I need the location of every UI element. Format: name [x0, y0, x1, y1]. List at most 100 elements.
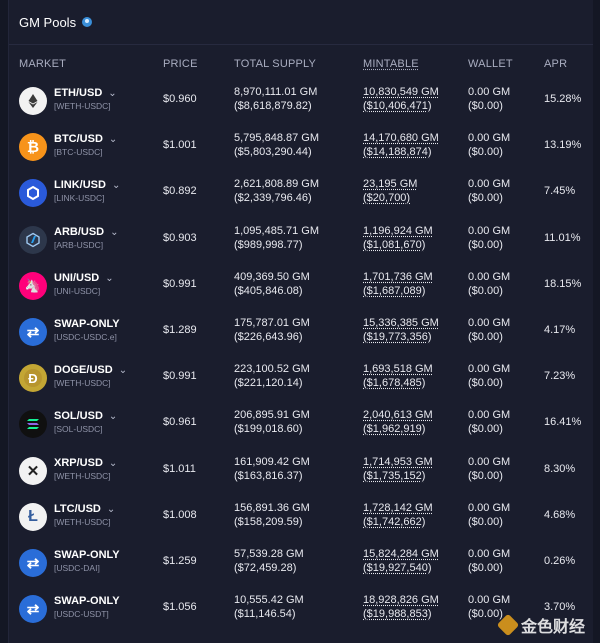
market-name[interactable]: LINK/USD ⌄: [54, 179, 121, 192]
mintable-gm[interactable]: 15,824,284 GM: [363, 548, 439, 560]
table-row[interactable]: ⇄ SWAP-ONLY [USDC-DAI] $1.259 57,539.28 …: [9, 541, 593, 587]
watermark-text: 金色财经: [520, 619, 585, 636]
market-pair: [SOL-USDC]: [54, 424, 103, 435]
table-row[interactable]: Ð DOGE/USD ⌄ [WETH-USDC] $0.991 223,100.5…: [9, 356, 593, 402]
total-supply-usd: ($199,018.60): [234, 423, 303, 436]
mintable-usd[interactable]: ($1,735,152): [363, 469, 426, 482]
market-name[interactable]: DOGE/USD ⌄: [54, 364, 128, 377]
total-supply-gm: 2,621,808.89 GM: [234, 178, 320, 191]
sol-icon: [19, 410, 47, 439]
wallet-gm: 0.00 GM: [468, 594, 511, 607]
mintable-gm[interactable]: 2,040,613 GM: [363, 409, 433, 422]
mintable-gm[interactable]: 1,196,924 GM: [363, 224, 433, 237]
market-pair: [WETH-USDC]: [54, 516, 111, 527]
wallet-gm: 0.00 GM: [468, 409, 511, 422]
total-supply-usd: ($11,146.54): [234, 608, 296, 621]
total-supply-gm: 156,891.36 GM: [234, 501, 310, 514]
mintable-gm[interactable]: 1,714,953 GM: [363, 455, 433, 468]
chevron-down-icon[interactable]: ⌄: [108, 134, 118, 146]
chevron-down-icon[interactable]: ⌄: [106, 503, 116, 515]
market-name[interactable]: XRP/USD ⌄: [54, 456, 118, 469]
chevron-down-icon[interactable]: ⌄: [105, 272, 114, 284]
apr-value: 0.26%: [544, 555, 576, 567]
total-supply-usd: ($72,459.28): [234, 562, 297, 574]
mintable-gm[interactable]: 14,170,680 GM: [363, 132, 439, 145]
market-pair: [ARB-USDC]: [54, 239, 104, 250]
price-value: $1.011: [163, 462, 196, 475]
wallet-gm: 0.00 GM: [468, 363, 511, 376]
mintable-usd[interactable]: ($19,988,853): [363, 608, 432, 621]
market-name[interactable]: UNI/USD ⌄: [54, 271, 114, 284]
wallet-usd: ($0.00): [468, 423, 503, 436]
chevron-down-icon[interactable]: ⌄: [110, 226, 119, 238]
info-icon[interactable]: [82, 17, 93, 27]
swap-icon: ⇄: [19, 549, 47, 577]
mintable-usd[interactable]: ($10,406,471): [363, 100, 432, 112]
mintable-usd[interactable]: ($1,962,919): [363, 423, 426, 436]
table-row[interactable]: ETH/USD ⌄ [WETH-USDC] $0.960 8,970,111.01…: [9, 79, 593, 125]
market-name[interactable]: SWAP-ONLY: [54, 318, 120, 330]
market-pair: [BTC-USDC]: [54, 147, 103, 158]
chevron-down-icon[interactable]: ⌄: [111, 180, 121, 192]
chevron-down-icon[interactable]: ⌄: [108, 411, 118, 423]
market-name[interactable]: SWAP-ONLY: [54, 595, 120, 608]
market-name[interactable]: BTC/USD ⌄: [54, 133, 118, 146]
mintable-usd[interactable]: ($20,700): [363, 192, 411, 205]
arb-icon: [19, 225, 47, 254]
mintable-gm[interactable]: 1,728,142 GM: [363, 501, 433, 514]
swap-icon: ⇄: [19, 595, 47, 624]
total-supply-usd: ($5,803,290.44): [234, 146, 312, 159]
market-name[interactable]: ARB/USD ⌄: [54, 225, 119, 238]
uni-icon: 🦄: [19, 271, 47, 300]
mintable-gm[interactable]: 1,701,736 GM: [363, 270, 433, 283]
total-supply-gm: 1,095,485.71 GM: [234, 224, 320, 237]
market-name[interactable]: SOL/USD ⌄: [54, 410, 118, 423]
price-value: $1.056: [163, 601, 197, 614]
wallet-usd: ($0.00): [468, 608, 503, 621]
table-row[interactable]: ✕ XRP/USD ⌄ [WETH-USDC] $1.011 161,909.42…: [9, 449, 593, 495]
col-apr: APR: [544, 58, 568, 70]
chevron-down-icon[interactable]: ⌄: [118, 365, 128, 377]
col-mintable[interactable]: MINTABLE: [363, 58, 419, 70]
market-name[interactable]: SWAP-ONLY: [54, 549, 120, 561]
mintable-usd[interactable]: ($1,678,485): [363, 377, 426, 390]
mintable-gm[interactable]: 15,336,385 GM: [363, 317, 439, 329]
watermark: 金色财经: [496, 613, 585, 637]
table-row[interactable]: SOL/USD ⌄ [SOL-USDC] $0.961 206,895.91 GM…: [9, 402, 593, 448]
market-pair: [USDC-USDC.e]: [54, 332, 117, 342]
price-value: $1.289: [163, 324, 197, 336]
table-row[interactable]: ⇄ SWAP-ONLY [USDC-USDT] $1.056 10,555.42…: [9, 587, 593, 633]
chevron-down-icon[interactable]: ⌄: [108, 457, 118, 469]
table-row[interactable]: ARB/USD ⌄ [ARB-USDC] $0.903 1,095,485.71 …: [9, 218, 593, 264]
ltc-icon: Ł: [19, 502, 47, 531]
mintable-gm[interactable]: 10,830,549 GM: [363, 86, 439, 98]
apr-value: 4.17%: [544, 324, 576, 336]
apr-value: 16.41%: [544, 416, 582, 429]
wallet-gm: 0.00 GM: [468, 132, 511, 145]
mintable-gm[interactable]: 18,928,826 GM: [363, 594, 439, 607]
market-name[interactable]: LTC/USD ⌄: [54, 502, 116, 515]
mintable-usd[interactable]: ($19,927,540): [363, 562, 432, 574]
wallet-gm: 0.00 GM: [468, 86, 511, 98]
col-price: PRICE: [163, 58, 198, 70]
mintable-usd[interactable]: ($1,081,670): [363, 238, 426, 251]
chevron-down-icon[interactable]: ⌄: [108, 88, 117, 99]
wallet-usd: ($0.00): [468, 100, 503, 112]
mintable-usd[interactable]: ($1,687,089): [363, 284, 426, 297]
link-icon: [19, 179, 47, 208]
table-row[interactable]: ⇄ SWAP-ONLY [USDC-USDC.e] $1.289 175,787…: [9, 310, 593, 356]
mintable-gm[interactable]: 23,195 GM: [363, 178, 418, 191]
mintable-gm[interactable]: 1,693,518 GM: [363, 363, 433, 376]
total-supply-gm: 409,369.50 GM: [234, 270, 310, 283]
mintable-usd[interactable]: ($19,773,356): [363, 331, 432, 343]
total-supply-gm: 5,795,848.87 GM: [234, 132, 320, 145]
market-name[interactable]: ETH/USD ⌄: [54, 87, 117, 99]
apr-value: 8.30%: [544, 462, 576, 475]
table-row[interactable]: Ł LTC/USD ⌄ [WETH-USDC] $1.008 156,891.36…: [9, 495, 593, 541]
table-row[interactable]: LINK/USD ⌄ [LINK-USDC] $0.892 2,621,808.8…: [9, 171, 593, 217]
wallet-gm: 0.00 GM: [468, 270, 511, 283]
mintable-usd[interactable]: ($1,742,662): [363, 515, 426, 528]
mintable-usd[interactable]: ($14,188,874): [363, 146, 432, 159]
table-row[interactable]: ₿ BTC/USD ⌄ [BTC-USDC] $1.001 5,795,848.8…: [9, 125, 593, 171]
table-row[interactable]: 🦄 UNI/USD ⌄ [UNI-USDC] $0.991 409,369.50 …: [9, 264, 593, 310]
